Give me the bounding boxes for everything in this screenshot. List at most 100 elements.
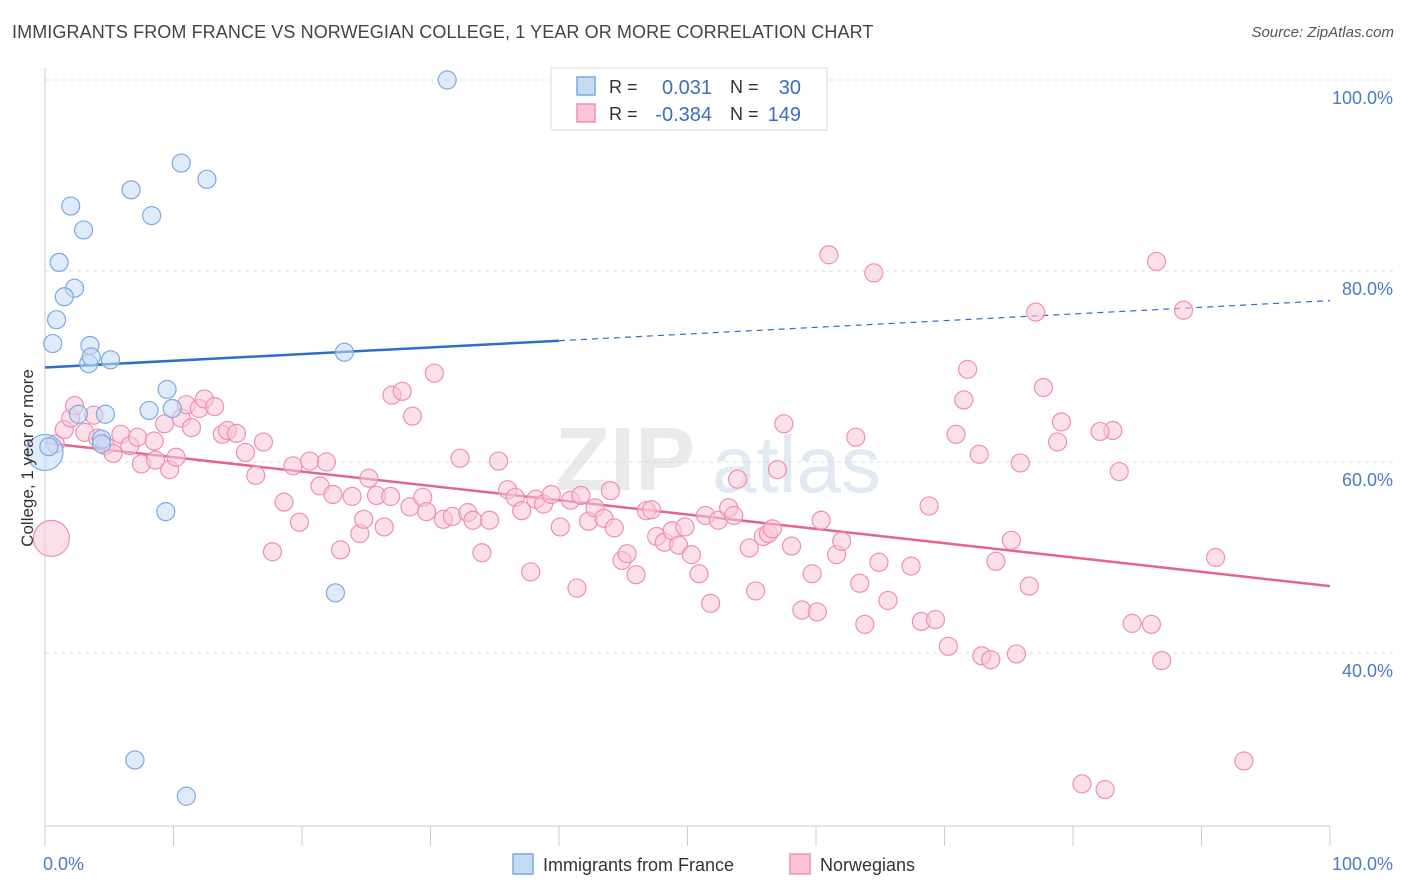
point-norwegians-60 — [480, 510, 500, 530]
y-tick-label-3: 40.0% — [1342, 661, 1393, 681]
point-norwegians-77 — [604, 518, 624, 538]
point-norwegians-48 — [392, 381, 412, 401]
legend-swatch-norwegians — [576, 103, 596, 123]
point-norwegians-100 — [762, 519, 782, 539]
point-norwegians-138 — [1095, 779, 1115, 800]
data-points — [26, 70, 1254, 806]
point-norwegians-134 — [1033, 377, 1054, 398]
point-norwegians-123 — [954, 390, 974, 410]
point-norwegians-80 — [626, 565, 646, 585]
point-norwegians-89 — [689, 564, 709, 584]
point-france-19 — [162, 398, 182, 419]
point-norwegians-29 — [246, 465, 266, 485]
x-tick-labels: 0.0% 100.0% — [43, 854, 1393, 874]
point-norwegians-59 — [472, 543, 492, 563]
point-norwegians-140 — [1109, 461, 1129, 482]
point-norwegians-132 — [1019, 576, 1039, 596]
y-tick-label-2: 60.0% — [1342, 470, 1393, 490]
point-norwegians-61 — [489, 451, 509, 471]
point-france-13 — [334, 342, 355, 362]
point-norwegians-148 — [1090, 421, 1110, 442]
point-norwegians-120 — [925, 609, 946, 630]
point-norwegians-27 — [226, 423, 247, 443]
point-france-17 — [157, 379, 177, 400]
point-norwegians-32 — [274, 492, 294, 512]
legend-r-label-1: R = — [609, 77, 638, 97]
point-france-3 — [121, 180, 141, 200]
point-norwegians-106 — [807, 602, 827, 622]
point-france-9 — [54, 287, 74, 307]
point-norwegians-103 — [781, 536, 802, 556]
point-france-10 — [46, 310, 67, 330]
legend-n-label-1: N = — [730, 77, 759, 97]
point-france-14 — [100, 350, 121, 370]
point-norwegians-136 — [1051, 412, 1072, 432]
x-tick-label-0: 0.0% — [43, 854, 84, 874]
point-norwegians-42 — [354, 509, 374, 529]
point-norwegians-53 — [424, 363, 444, 383]
point-norwegians-18 — [166, 447, 186, 467]
point-france-27 — [125, 750, 145, 770]
point-norwegians-105 — [802, 564, 822, 584]
point-norwegians-39 — [330, 540, 351, 560]
bottom-legend-label-france: Immigrants from France — [543, 855, 734, 875]
legend-n-label-2: N = — [730, 104, 759, 124]
point-norwegians-102 — [774, 414, 794, 434]
y-tick-labels: 100.0% 80.0% 60.0% 40.0% — [1332, 88, 1393, 681]
point-norwegians-130 — [1006, 644, 1027, 664]
point-norwegians-101 — [767, 460, 788, 480]
point-norwegians-113 — [855, 614, 875, 634]
point-france-4 — [61, 196, 81, 216]
chart-source: Source: ZipAtlas.com — [1251, 24, 1394, 41]
point-norwegians-97 — [746, 581, 766, 601]
point-norwegians-16 — [154, 414, 175, 434]
point-norwegians-40 — [342, 486, 362, 506]
point-norwegians-38 — [323, 484, 343, 505]
legend-r-value-1: 0.031 — [662, 77, 712, 99]
point-norwegians-108 — [819, 245, 839, 265]
bottom-legend-swatch-norwegians — [789, 853, 811, 875]
point-norwegians-91 — [701, 593, 721, 613]
point-norwegians-133 — [1026, 302, 1046, 322]
point-norwegians-88 — [681, 545, 701, 565]
point-norwegians-145 — [1173, 300, 1194, 320]
point-norwegians-112 — [850, 573, 870, 593]
point-norwegians-65 — [521, 562, 541, 582]
point-norwegians-86 — [668, 535, 689, 555]
point-norwegians-110 — [832, 531, 852, 551]
point-france-16 — [81, 347, 101, 367]
point-norwegians-37 — [316, 452, 337, 472]
point-norwegians-34 — [289, 512, 310, 532]
point-norwegians-12 — [127, 427, 148, 447]
point-norwegians-144 — [1152, 651, 1172, 671]
legend-n-value-1: 30 — [779, 77, 801, 99]
point-norwegians-131 — [1010, 453, 1030, 473]
point-norwegians-121 — [938, 636, 958, 656]
chart-title: IMMIGRANTS FROM FRANCE VS NORWEGIAN COLL… — [12, 22, 874, 42]
point-norwegians-107 — [811, 510, 831, 530]
point-norwegians-45 — [374, 517, 394, 537]
trend-line-0-solid — [44, 339, 560, 369]
point-norwegians-87 — [675, 517, 695, 537]
point-norwegians-96 — [739, 538, 759, 558]
point-norwegians-122 — [946, 424, 966, 444]
point-norwegians-127 — [981, 650, 1001, 670]
bottom-legend: Immigrants from France Norwegians — [512, 853, 915, 875]
point-norwegians-35 — [300, 451, 320, 471]
point-france-18 — [139, 400, 159, 421]
point-norwegians-111 — [846, 427, 866, 447]
point-norwegians-95 — [728, 469, 748, 489]
point-norwegians-128 — [986, 551, 1006, 571]
point-norwegians-28 — [235, 442, 256, 463]
legend-r-value-2: -0.384 — [655, 104, 712, 126]
trend-line-0-dashed — [558, 300, 1331, 342]
point-norwegians-33 — [283, 456, 303, 476]
point-france-26 — [325, 583, 346, 603]
point-norwegians-56 — [450, 448, 470, 468]
point-norwegians-129 — [1001, 530, 1021, 550]
point-norwegians-31 — [262, 542, 283, 562]
point-norwegians-125 — [969, 444, 989, 464]
point-norwegians-50 — [402, 406, 423, 426]
point-norwegians-146 — [1206, 547, 1226, 568]
point-norwegians-115 — [869, 552, 889, 572]
